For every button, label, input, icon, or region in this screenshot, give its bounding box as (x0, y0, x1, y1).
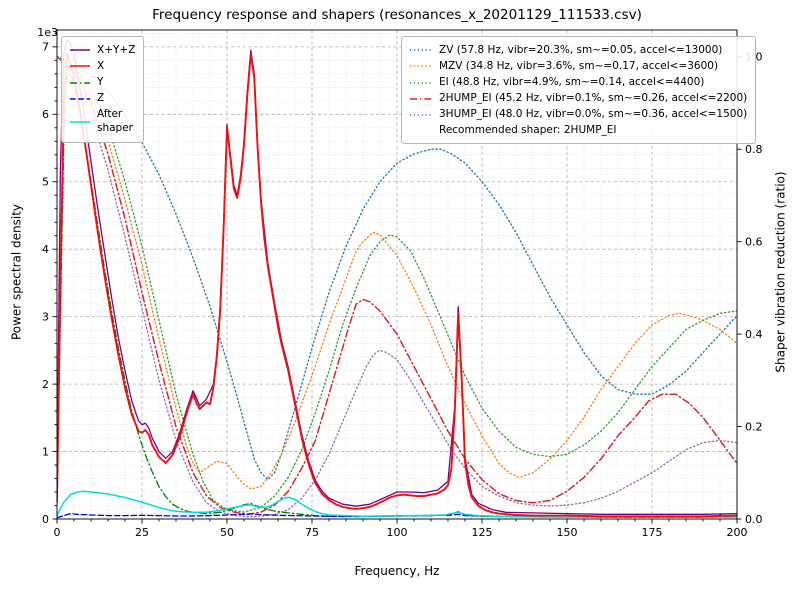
svg-text:25: 25 (135, 526, 149, 539)
legend-item-2hump-ei: 2HUMP_EI (45.2 Hz, vibr=0.1%, sm~=0.26, … (409, 92, 747, 106)
series-zv-line (57, 56, 737, 481)
legend-item-z: Z (69, 92, 135, 106)
svg-text:0.2: 0.2 (745, 420, 763, 433)
tick-labels: 0 25 50 75 100 125 150 175 200 0 1 2 3 4 5 6 7 0.0 0.2 0.4 0… (42, 41, 763, 539)
axis-offset-text: 1e3 (37, 26, 58, 39)
series-x-line (57, 52, 737, 518)
legend-line-sample (70, 49, 90, 52)
svg-text:7: 7 (42, 41, 49, 54)
legend-line-sample (410, 49, 432, 52)
legend-item-label: MZV (34.8 Hz, vibr=3.6%, sm~=0.17, accel… (439, 59, 719, 72)
y-axis-label-left: Power spectral density (9, 203, 24, 341)
series-layer (57, 39, 737, 519)
legend-item-after-shaper: After shaper (69, 108, 135, 135)
legend-item-y: Y (69, 76, 135, 90)
svg-text:0.8: 0.8 (745, 143, 763, 156)
svg-text:6: 6 (42, 108, 49, 121)
svg-text:0: 0 (42, 513, 49, 526)
legend-line-sample (410, 81, 432, 84)
legend-line-sample (70, 81, 90, 84)
legend-item-ei: EI (48.8 Hz, vibr=4.9%, sm~=0.14, accel<… (409, 76, 747, 90)
svg-text:175: 175 (642, 526, 663, 539)
legend-line-sample (410, 114, 432, 116)
svg-text:0: 0 (54, 526, 61, 539)
legend-item-label: 3HUMP_EI (48.0 Hz, vibr=0.0%, sm~=0.36, … (439, 108, 748, 121)
svg-text:75: 75 (305, 526, 319, 539)
legend-item-label: Y (97, 75, 104, 88)
legend-item-label: 2HUMP_EI (45.2 Hz, vibr=0.1%, sm~=0.26, … (439, 91, 748, 104)
legend-item-label: Z (97, 91, 105, 104)
svg-text:5: 5 (42, 176, 49, 189)
legend-line-sample (70, 97, 90, 100)
svg-text:4: 4 (42, 243, 49, 256)
legend-item-label: ZV (57.8 Hz, vibr=20.3%, sm~=0.05, accel… (439, 43, 723, 56)
legend-line-sample (70, 120, 90, 123)
series-2hump-ei-line (57, 56, 737, 516)
x-axis-label: Frequency, Hz (354, 564, 440, 578)
svg-text:0.6: 0.6 (745, 235, 763, 248)
legend-item-mzv: MZV (34.8 Hz, vibr=3.6%, sm~=0.17, accel… (409, 60, 747, 74)
legend-shapers: ZV (57.8 Hz, vibr=20.3%, sm~=0.05, accel… (401, 36, 757, 144)
legend-item-3hump-ei: 3HUMP_EI (48.0 Hz, vibr=0.0%, sm~=0.36, … (409, 108, 747, 122)
legend-psd: X+Y+Z X Y Z After shaper (61, 36, 145, 143)
legend-item-label: After shaper (97, 108, 134, 134)
series-3hump-ei-line (57, 56, 737, 518)
legend-item-label: X+Y+Z (97, 43, 136, 56)
series-after-shaper-line (57, 490, 737, 518)
svg-text:0.4: 0.4 (745, 328, 763, 341)
legend-item-label: X (97, 59, 105, 72)
svg-text:2: 2 (42, 378, 49, 391)
legend-item-x: X (69, 60, 135, 74)
svg-text:100: 100 (387, 526, 408, 539)
series-mzv-line (57, 56, 737, 490)
svg-text:3: 3 (42, 310, 49, 323)
y-axis-label-right: Shaper vibration reduction (ratio) (773, 171, 788, 373)
legend-line-sample (410, 65, 432, 68)
svg-text:0.0: 0.0 (745, 513, 763, 526)
legend-item-x-y-z: X+Y+Z (69, 44, 135, 58)
legend-item-zv: ZV (57.8 Hz, vibr=20.3%, sm~=0.05, accel… (409, 44, 747, 58)
chart-title: Frequency response and shapers (resonanc… (152, 7, 642, 23)
recommended-shaper-note: Recommended shaper: 2HUMP_EI (439, 124, 617, 137)
svg-text:150: 150 (557, 526, 578, 539)
legend-line-sample (410, 97, 432, 100)
series-ei-line (57, 56, 737, 513)
tick-marks (52, 32, 742, 524)
svg-text:200: 200 (727, 526, 748, 539)
legend-item-label: EI (48.8 Hz, vibr=4.9%, sm~=0.14, accel<… (439, 75, 705, 88)
legend-line-sample (70, 65, 90, 68)
svg-text:50: 50 (220, 526, 234, 539)
series-z-line (57, 512, 737, 519)
svg-text:1: 1 (42, 445, 49, 458)
svg-text:125: 125 (472, 526, 493, 539)
